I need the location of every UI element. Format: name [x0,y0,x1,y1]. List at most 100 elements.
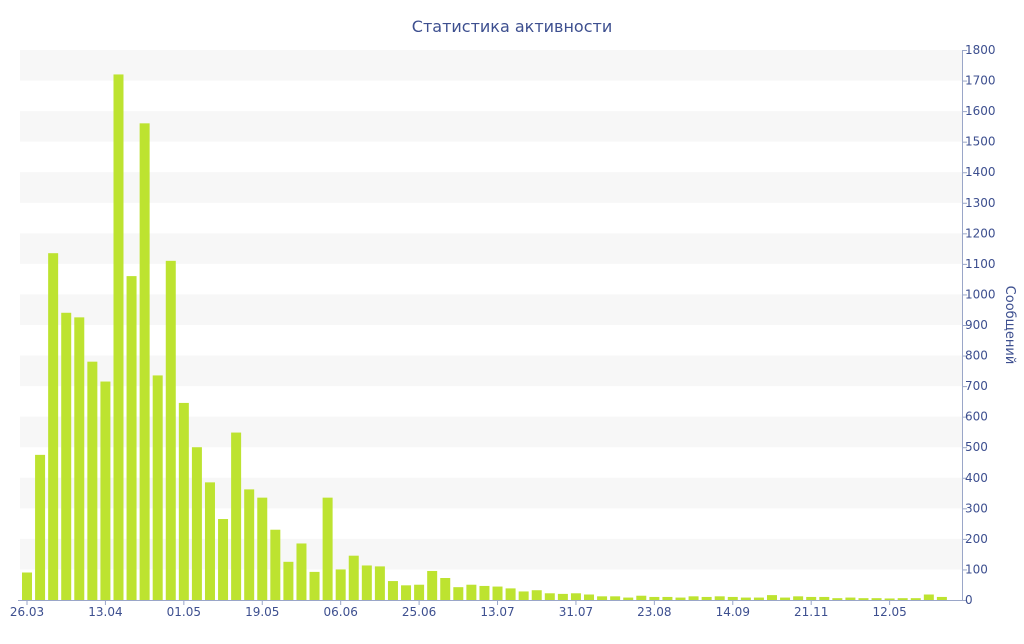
bar [858,598,869,600]
bar [22,572,32,600]
grid-band [20,294,962,325]
grid-bands [20,50,962,570]
y-tick-label: 1800 [965,43,996,57]
bar [35,454,46,600]
bar [178,402,189,600]
x-axis-ticks: 26.03 13.04 01.05 19.05 06.06 25.06 13.07 31.07… [10,600,907,619]
x-tick-label: 13.04 [88,605,122,619]
y-tick-label: 700 [965,379,988,393]
bar [100,381,111,600]
y-tick-label: 1000 [965,287,996,301]
bar [152,375,163,600]
bar [453,587,464,600]
grid-band [20,355,962,387]
y-tick-label: 400 [965,471,988,485]
bar [923,594,934,600]
bar [48,253,59,600]
bar [544,593,555,600]
bar [727,596,738,600]
bar [139,123,150,600]
bar [714,596,725,600]
bar [649,596,660,600]
bar [191,447,202,600]
bar [401,585,412,600]
bar [479,585,490,600]
bar [780,597,791,600]
bar [387,581,398,600]
bar [845,597,856,600]
bar [361,565,372,600]
bar [113,74,124,600]
bar [283,561,294,600]
bar-series [22,74,947,600]
bar [662,596,673,600]
bar [897,598,908,600]
bar [701,596,712,600]
chart-title: Статистика активности [412,17,612,36]
y-tick-label: 500 [965,440,988,454]
bar [427,570,438,600]
x-tick-label: 19.05 [245,605,279,619]
bar [936,596,947,600]
y-tick-label: 1200 [965,226,996,240]
grid-band [20,538,962,570]
bar [231,432,242,600]
bar [218,519,229,600]
y-tick-label: 0 [965,593,973,607]
grid-band [20,477,962,509]
bar [806,596,817,600]
x-tick-label: 31.07 [559,605,593,619]
grid-band [20,233,962,264]
bar [766,595,777,600]
bar [636,595,647,600]
y-tick-label: 1400 [965,165,996,179]
bar [570,593,581,600]
bar [623,597,634,600]
y-axis-label: Сообщений [1002,286,1017,365]
y-tick-label: 1300 [965,196,996,210]
bar [440,578,451,600]
bar [61,312,72,600]
bar [414,584,425,600]
bar [270,529,281,600]
bar [505,588,516,600]
grid-band [20,111,962,142]
y-tick-label: 1700 [965,74,996,88]
x-tick-label: 25.06 [402,605,436,619]
bar [165,260,176,600]
x-tick-label: 23.08 [637,605,671,619]
bar [518,591,529,600]
y-tick-label: 1500 [965,135,996,149]
x-tick-label: 12.05 [872,605,906,619]
bar [584,594,595,600]
x-tick-label: 21.11 [794,605,828,619]
bar [348,555,359,600]
bar [257,497,268,600]
y-tick-label: 1600 [965,104,996,118]
x-tick-label: 06.06 [324,605,358,619]
bar [531,590,542,600]
bar [910,598,921,600]
bar [87,361,98,600]
bar [296,543,307,600]
y-tick-label: 600 [965,410,988,424]
bar [204,482,215,600]
y-tick-label: 200 [965,532,988,546]
grid-band [20,416,962,448]
bar [244,489,255,600]
bar [597,596,608,600]
bar [492,586,503,600]
bar [832,598,843,600]
x-tick-label: 01.05 [167,605,201,619]
bar [819,596,830,600]
x-tick-label: 26.03 [10,605,44,619]
bar [309,571,320,600]
bar [740,597,751,600]
y-tick-label: 300 [965,501,988,515]
y-tick-label: 800 [965,349,988,363]
bar [74,317,85,600]
bar [610,596,621,600]
grid-band [20,172,962,203]
